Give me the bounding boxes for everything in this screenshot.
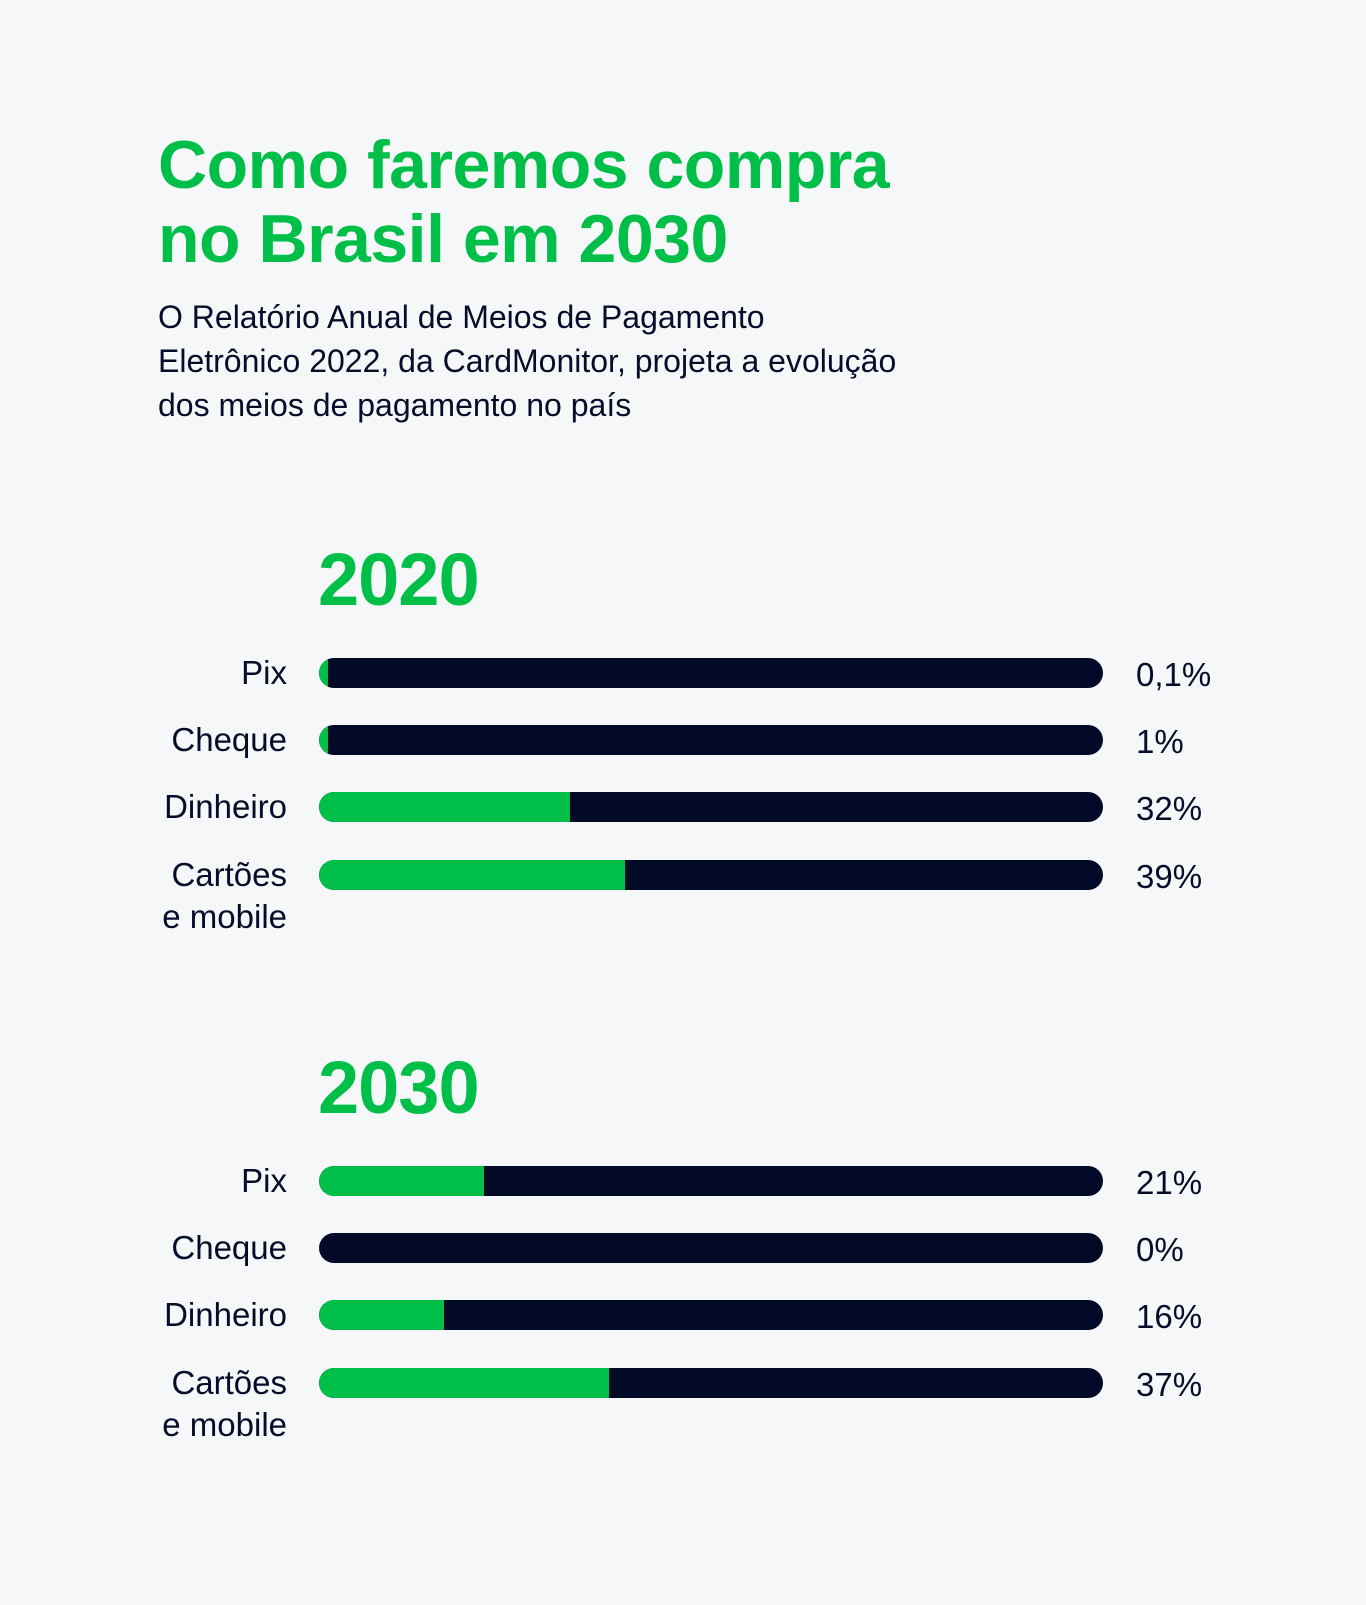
category-label-line: Cartões [171, 856, 287, 893]
value-label: 0% [1136, 1231, 1184, 1268]
category-label-line: Dinheiro [164, 1296, 287, 1333]
bar-track [319, 1233, 1103, 1263]
page-subtitle-line-2: Eletrônico 2022, da CardMonitor, projeta… [158, 343, 897, 379]
chart-year-title: 2030 [318, 1046, 480, 1129]
category-label: Pix [241, 1160, 287, 1202]
bar-track [319, 658, 1103, 688]
bar-fill [319, 658, 328, 688]
category-label: Dinheiro [164, 786, 287, 828]
value-label: 0,1% [1136, 656, 1212, 693]
category-label-line: Cheque [171, 1229, 287, 1266]
page-subtitle: O Relatório Anual de Meios de Pagamento … [158, 295, 1058, 427]
chart-year-title: 2020 [318, 538, 480, 621]
page-title: Como faremos compra no Brasil em 2030 [158, 128, 1158, 276]
category-label-line: Pix [241, 1162, 287, 1199]
category-label-line: Dinheiro [164, 788, 287, 825]
category-label-line: Cheque [171, 721, 287, 758]
category-label-line: e mobile [162, 898, 287, 935]
value-label: 16% [1136, 1298, 1203, 1335]
bar-track [319, 792, 1103, 822]
category-label-line: Pix [241, 654, 287, 691]
page-title-line-2: no Brasil em 2030 [158, 201, 728, 277]
category-label-line: Cartões [171, 1364, 287, 1401]
bar-fill [319, 1300, 445, 1330]
page-subtitle-line-3: dos meios de pagamento no país [158, 387, 632, 423]
category-label: Pix [241, 652, 287, 694]
value-label: 32% [1136, 790, 1203, 827]
bar-track [319, 1300, 1103, 1330]
bar-track [319, 1368, 1103, 1398]
value-label: 1% [1136, 723, 1184, 760]
value-label: 39% [1136, 858, 1203, 895]
category-label: Dinheiro [164, 1294, 287, 1336]
bar-fill [319, 1166, 484, 1196]
bar-track [319, 1166, 1103, 1196]
category-label: Cheque [171, 1227, 287, 1269]
bar-fill [319, 792, 570, 822]
value-label: 21% [1136, 1164, 1203, 1201]
page-subtitle-line-1: O Relatório Anual de Meios de Pagamento [158, 299, 765, 335]
category-label-line: e mobile [162, 1406, 287, 1443]
bar-fill [319, 725, 328, 755]
page-title-line-1: Como faremos compra [158, 127, 890, 203]
bar-track [319, 860, 1103, 890]
bar-fill [319, 1368, 610, 1398]
category-label: Cheque [171, 719, 287, 761]
value-label: 37% [1136, 1366, 1203, 1403]
bar-fill [319, 860, 625, 890]
category-label: Cartões e mobile [162, 1362, 287, 1446]
bar-track [319, 725, 1103, 755]
category-label: Cartões e mobile [162, 854, 287, 938]
